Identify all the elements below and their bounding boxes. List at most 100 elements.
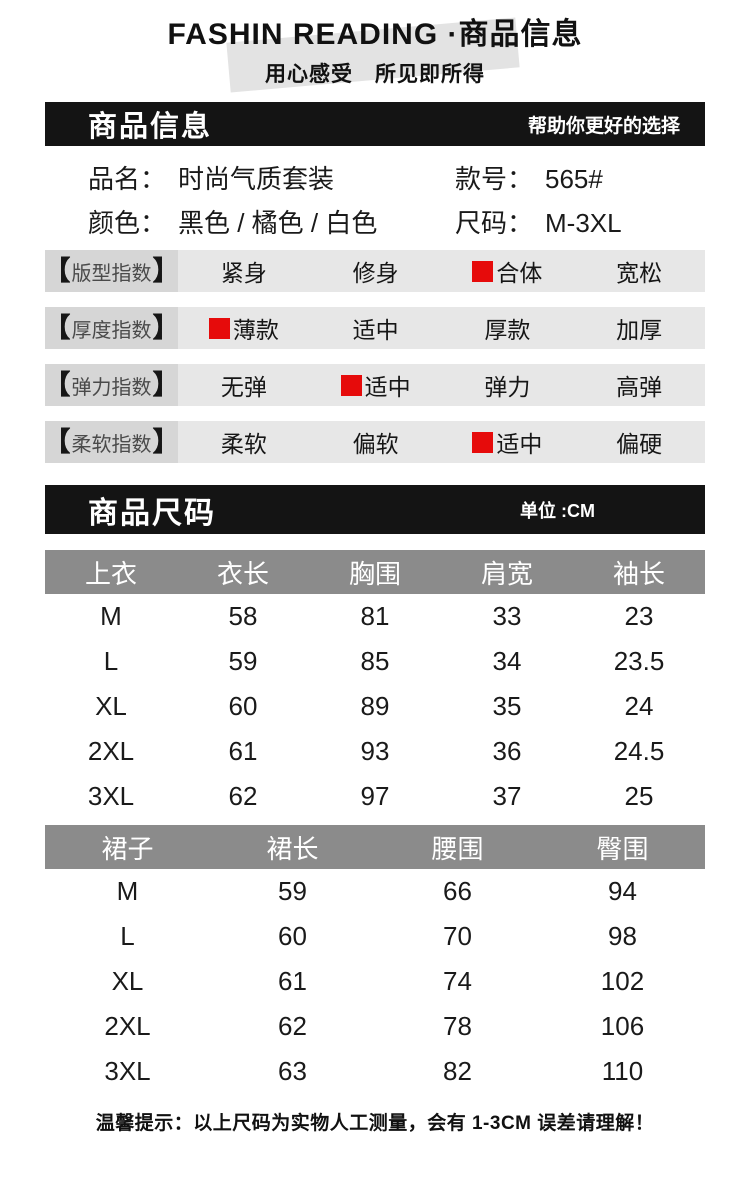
value-cell: 24.5 bbox=[613, 736, 665, 766]
size-chart-bar: 商品尺码 单位 :CM bbox=[45, 485, 705, 534]
index-options: 柔软 偏软 适中 偏硬 bbox=[178, 421, 705, 463]
table-row: M 59 66 94 bbox=[45, 869, 705, 914]
selected-marker bbox=[472, 431, 494, 453]
option-label: 宽松 bbox=[616, 260, 663, 286]
product-style-label: 款号： bbox=[455, 163, 534, 194]
column-header: 肩宽 bbox=[480, 558, 533, 589]
value-cell: 37 bbox=[492, 781, 522, 811]
value-cell: 110 bbox=[601, 1056, 644, 1086]
product-name-value: 时尚气质套装 bbox=[178, 163, 335, 194]
table-row: M 58 81 33 23 bbox=[45, 594, 705, 639]
value-cell: 23.5 bbox=[613, 646, 665, 676]
option-label: 适中 bbox=[496, 431, 543, 457]
bracket-right: 】 bbox=[152, 369, 180, 400]
top-size-table: 上衣 衣长 胸围 肩宽 袖长 M 58 81 33 23 L 59 85 34 … bbox=[45, 550, 705, 819]
size-cell: XL bbox=[95, 691, 127, 721]
value-cell: 82 bbox=[443, 1056, 472, 1086]
value-cell: 98 bbox=[608, 921, 637, 951]
bracket-left: 【 bbox=[43, 426, 71, 457]
size-cell: L bbox=[103, 646, 119, 676]
option-selected: 薄款 bbox=[178, 307, 310, 349]
option-label: 紧身 bbox=[220, 260, 267, 286]
option: 高弹 bbox=[573, 364, 705, 406]
value-cell: 24 bbox=[624, 691, 654, 721]
table-header-row: 裙子 裙长 腰围 臀围 bbox=[45, 825, 705, 869]
option-label: 弹力 bbox=[484, 374, 531, 400]
size-chart-unit: 单位 :CM bbox=[520, 500, 595, 521]
column-header: 袖长 bbox=[612, 558, 665, 589]
size-chart-bar-title: 商品尺码 bbox=[88, 496, 216, 530]
option-label: 厚款 bbox=[484, 317, 531, 343]
option-label: 修身 bbox=[352, 260, 399, 286]
index-row-thickness: 【 厚度指数 】 薄款 适中 厚款 加厚 bbox=[44, 307, 705, 349]
option: 修身 bbox=[310, 250, 442, 292]
option-label: 柔软 bbox=[220, 431, 267, 457]
table-row: XL 60 89 35 24 bbox=[45, 684, 705, 729]
index-options: 紧身 修身 合体 宽松 bbox=[178, 250, 705, 292]
size-cell: 2XL bbox=[104, 1011, 151, 1041]
product-info-bar-tagline: 帮助你更好的选择 bbox=[527, 115, 680, 137]
skirt-size-table: 裙子 裙长 腰围 臀围 M 59 66 94 L 60 70 98 XL 61 … bbox=[45, 825, 705, 1094]
option-selected: 适中 bbox=[310, 364, 442, 406]
size-cell: M bbox=[100, 601, 122, 631]
table-row: 3XL 63 82 110 bbox=[45, 1049, 705, 1094]
index-label-text: 弹力指数 bbox=[71, 376, 152, 399]
option-selected: 适中 bbox=[442, 421, 574, 463]
value-cell: 25 bbox=[624, 781, 654, 811]
bracket-right: 】 bbox=[152, 312, 180, 343]
value-cell: 60 bbox=[278, 921, 307, 951]
index-label: 【 弹力指数 】 bbox=[43, 364, 180, 406]
table-row: XL 61 74 102 bbox=[45, 959, 705, 1004]
size-cell: XL bbox=[111, 966, 144, 996]
bracket-left: 【 bbox=[43, 255, 71, 286]
option-label: 适中 bbox=[364, 374, 411, 400]
value-cell: 61 bbox=[278, 966, 307, 996]
value-cell: 94 bbox=[608, 876, 637, 906]
option-label: 合体 bbox=[496, 260, 543, 286]
option: 柔软 bbox=[178, 421, 310, 463]
measurement-disclaimer: 温馨提示：以上尺码为实物人工测量，会有 1-3CM 误差请理解！ bbox=[95, 1113, 655, 1134]
bracket-left: 【 bbox=[43, 369, 71, 400]
option: 弹力 bbox=[442, 364, 574, 406]
value-cell: 33 bbox=[492, 601, 522, 631]
column-header: 腰围 bbox=[431, 833, 484, 864]
value-cell: 106 bbox=[600, 1011, 645, 1041]
selected-marker bbox=[340, 374, 362, 396]
selected-marker bbox=[472, 260, 494, 282]
value-cell: 34 bbox=[492, 646, 522, 676]
product-style-value: 565# bbox=[545, 163, 603, 194]
value-cell: 66 bbox=[443, 876, 472, 906]
column-header: 裙子 bbox=[101, 833, 154, 864]
table-row: 2XL 61 93 36 24.5 bbox=[45, 729, 705, 774]
selected-marker bbox=[208, 317, 230, 339]
option: 适中 bbox=[310, 307, 442, 349]
option: 偏软 bbox=[310, 421, 442, 463]
table-row: L 59 85 34 23.5 bbox=[45, 639, 705, 684]
page-title: FASHIN READING ·商品信息 bbox=[167, 18, 583, 51]
value-cell: 61 bbox=[228, 736, 258, 766]
option-label: 薄款 bbox=[232, 317, 279, 343]
size-cell: 3XL bbox=[87, 781, 135, 811]
page-subtitle: 用心感受 所见即所得 bbox=[265, 63, 485, 86]
product-color-label: 颜色： bbox=[88, 207, 167, 238]
value-cell: 97 bbox=[360, 781, 390, 811]
fit-index-section: 【 版型指数 】 紧身 修身 合体 宽松 【 厚度指数 】 薄款 适中 厚款 加… bbox=[43, 250, 705, 463]
option: 偏硬 bbox=[573, 421, 705, 463]
page-header: FASHIN READING ·商品信息 用心感受 所见即所得 bbox=[0, 0, 750, 93]
size-cell: M bbox=[116, 876, 139, 906]
table-row: L 60 70 98 bbox=[45, 914, 705, 959]
column-header: 衣长 bbox=[216, 558, 269, 589]
index-label: 【 柔软指数 】 bbox=[43, 421, 180, 463]
value-cell: 74 bbox=[443, 966, 472, 996]
value-cell: 36 bbox=[492, 736, 522, 766]
product-size-label: 尺码： bbox=[455, 207, 534, 238]
product-attributes: 品名： 时尚气质套装 款号： 565# 颜色： 黑色 / 橘色 / 白色 尺码：… bbox=[0, 146, 750, 243]
value-cell: 35 bbox=[492, 691, 522, 721]
option: 紧身 bbox=[178, 250, 310, 292]
product-name: 品名： 时尚气质套装 bbox=[45, 159, 455, 196]
option-label: 偏软 bbox=[352, 431, 399, 457]
product-info-bar: 商品信息 帮助你更好的选择 bbox=[45, 102, 705, 146]
option-label: 适中 bbox=[352, 317, 399, 343]
product-name-label: 品名： bbox=[88, 163, 167, 194]
size-cell: 3XL bbox=[104, 1056, 151, 1086]
